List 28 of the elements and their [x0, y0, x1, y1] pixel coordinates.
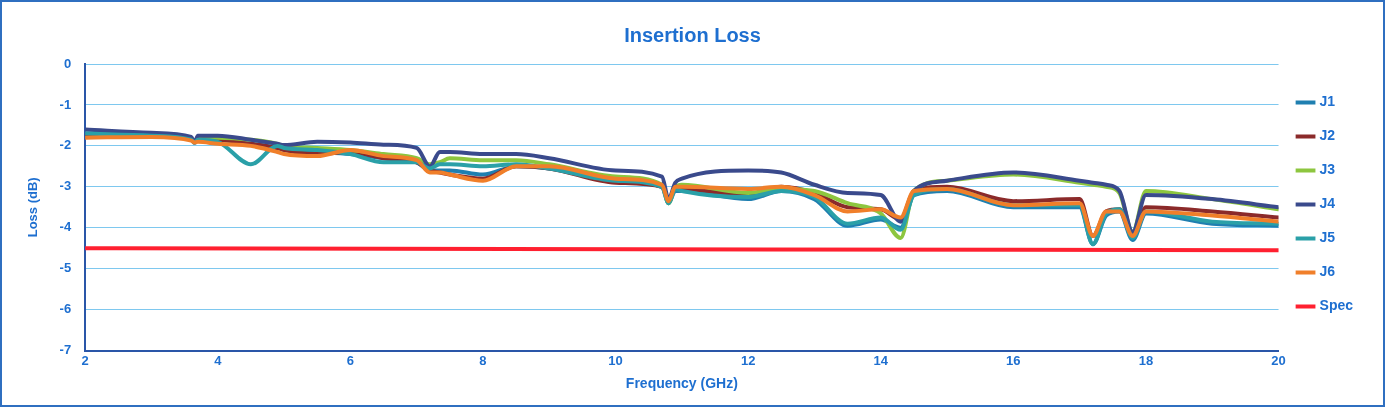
legend-label: J5 [1319, 229, 1336, 246]
legend-label: J6 [1319, 263, 1336, 280]
x-tick-label: 8 [479, 352, 487, 368]
legend-label: J2 [1319, 127, 1336, 144]
y-tick-label: -6 [59, 301, 72, 317]
x-tick-label: 10 [608, 352, 623, 368]
y-tick-label: -3 [59, 178, 72, 194]
y-tick-label: -7 [59, 342, 72, 358]
x-tick-label: 14 [873, 352, 889, 368]
x-tick-label: 18 [1138, 352, 1154, 368]
y-tick-label: -4 [59, 219, 72, 235]
y-tick-label: -2 [59, 137, 72, 153]
y-axis-title: Loss (dB) [25, 177, 41, 238]
legend-label: Spec [1319, 297, 1354, 314]
x-tick-label: 2 [81, 352, 89, 368]
x-tick-label: 12 [740, 352, 756, 368]
x-tick-label: 6 [346, 352, 354, 368]
y-tick-label: -5 [59, 260, 72, 276]
legend-label: J4 [1319, 195, 1336, 212]
y-tick-label: 0 [63, 55, 72, 71]
x-axis-title: Frequency (GHz) [625, 375, 738, 392]
legend-label: J1 [1319, 93, 1336, 110]
x-tick-label: 4 [214, 352, 223, 368]
x-tick-label: 20 [1271, 352, 1286, 368]
y-tick-label: -1 [59, 96, 72, 112]
chart-title: Insertion Loss [624, 23, 761, 46]
legend-label: J3 [1319, 161, 1336, 178]
x-tick-label: 16 [1006, 352, 1021, 368]
